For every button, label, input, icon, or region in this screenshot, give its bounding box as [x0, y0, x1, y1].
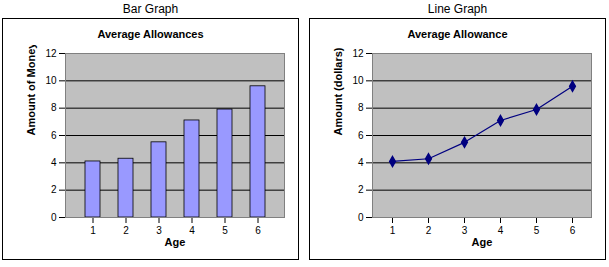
svg-text:2: 2: [426, 225, 432, 236]
svg-text:5: 5: [534, 225, 540, 236]
svg-text:10: 10: [45, 75, 57, 86]
svg-text:5: 5: [222, 225, 228, 236]
svg-text:Age: Age: [472, 236, 493, 248]
svg-text:Amount of Money (dollars): Amount of Money (dollars): [25, 45, 37, 136]
svg-text:6: 6: [570, 225, 576, 236]
svg-text:12: 12: [352, 48, 364, 59]
svg-text:8: 8: [51, 102, 57, 113]
svg-text:0: 0: [51, 212, 57, 223]
svg-text:3: 3: [462, 225, 468, 236]
svg-text:2: 2: [123, 225, 129, 236]
svg-text:3: 3: [156, 225, 162, 236]
svg-text:2: 2: [358, 184, 364, 195]
svg-text:10: 10: [352, 75, 364, 86]
svg-text:1: 1: [390, 225, 396, 236]
svg-text:4: 4: [189, 225, 195, 236]
svg-text:12: 12: [45, 48, 57, 59]
svg-text:Amount (dollars): Amount (dollars): [332, 47, 344, 135]
svg-text:4: 4: [358, 157, 364, 168]
svg-text:Age: Age: [165, 236, 186, 248]
svg-text:4: 4: [498, 225, 504, 236]
svg-text:8: 8: [358, 102, 364, 113]
svg-text:2: 2: [51, 184, 57, 195]
svg-text:6: 6: [51, 130, 57, 141]
svg-text:0: 0: [358, 212, 364, 223]
html-text:Average Allowances: Average Allowances: [97, 28, 204, 40]
svg-text:4: 4: [51, 157, 57, 168]
html-text:Average Allowance: Average Allowance: [407, 28, 508, 40]
html-text:Line Graph: Line Graph: [427, 2, 488, 16]
svg-text:6: 6: [255, 225, 261, 236]
html-text:Bar Graph: Bar Graph: [122, 2, 179, 16]
svg-text:1: 1: [90, 225, 96, 236]
svg-text:6: 6: [358, 130, 364, 141]
